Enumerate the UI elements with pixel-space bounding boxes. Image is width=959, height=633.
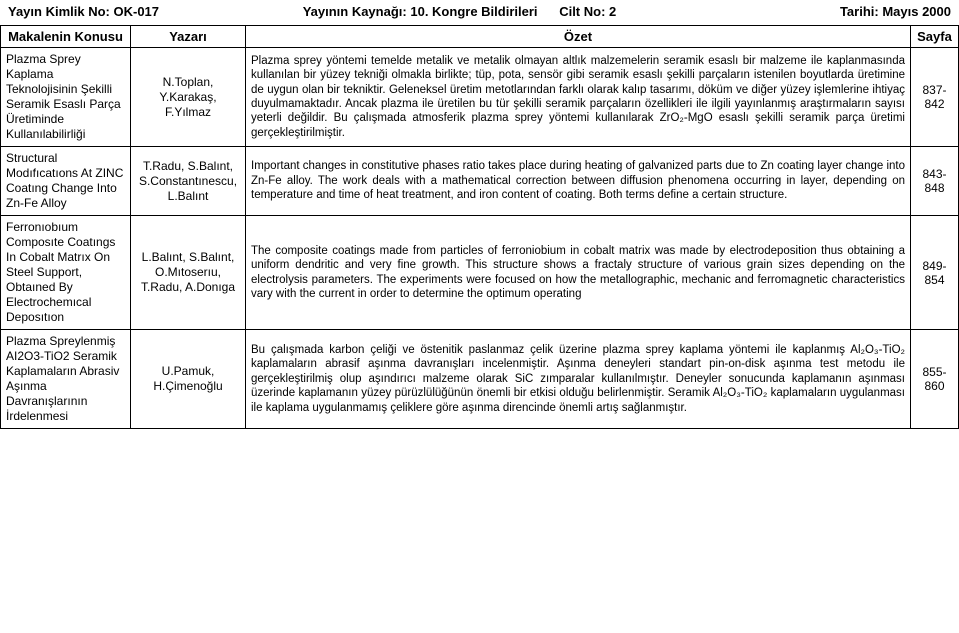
col-page: Sayfa (911, 26, 959, 48)
document-header: Yayın Kimlik No: OK-017 Yayının Kaynağı:… (0, 0, 959, 25)
pub-id-value: OK-017 (114, 4, 160, 19)
cell-authors: N.Toplan, Y.Karakaş, F.Yılmaz (131, 48, 246, 147)
date-label: Tarihi: (840, 4, 879, 19)
pub-date: Tarihi: Mayıs 2000 (656, 4, 951, 19)
table-header-row: Makalenin Konusu Yazarı Özet Sayfa (1, 26, 959, 48)
cell-abstract: The composite coatings made from particl… (246, 216, 911, 330)
cell-topic: Structural Modıfıcatıons At ZINC Coatıng… (1, 147, 131, 216)
table-row: Plazma Spreylenmiş AI2O3-TiO2 Seramik Ka… (1, 330, 959, 429)
table-row: Ferronıobıum Composıte Coatıngs In Cobal… (1, 216, 959, 330)
cell-authors: T.Radu, S.Balınt, S.Constantınescu, L.Ba… (131, 147, 246, 216)
cell-pages: 837-842 (911, 48, 959, 147)
cell-pages: 843-848 (911, 147, 959, 216)
cell-authors: U.Pamuk, H.Çimenoğlu (131, 330, 246, 429)
cell-topic: Plazma Sprey Kaplama Teknolojisinin Şeki… (1, 48, 131, 147)
cell-topic: Plazma Spreylenmiş AI2O3-TiO2 Seramik Ka… (1, 330, 131, 429)
col-topic: Makalenin Konusu (1, 26, 131, 48)
table-row: Structural Modıfıcatıons At ZINC Coatıng… (1, 147, 959, 216)
articles-table: Makalenin Konusu Yazarı Özet Sayfa Plazm… (0, 25, 959, 429)
pub-id: Yayın Kimlik No: OK-017 (8, 4, 303, 19)
col-abstract: Özet (246, 26, 911, 48)
cell-abstract: Plazma sprey yöntemi temelde metalik ve … (246, 48, 911, 147)
pub-source: Yayının Kaynağı: 10. Kongre Bildirileri … (303, 4, 657, 19)
cell-pages: 855-860 (911, 330, 959, 429)
source-value: 10. Kongre Bildirileri (410, 4, 537, 19)
date-value: Mayıs 2000 (882, 4, 951, 19)
cell-abstract: Bu çalışmada karbon çeliği ve östenitik … (246, 330, 911, 429)
table-row: Plazma Sprey Kaplama Teknolojisinin Şeki… (1, 48, 959, 147)
cell-pages: 849-854 (911, 216, 959, 330)
volume-value: 2 (609, 4, 616, 19)
cell-topic: Ferronıobıum Composıte Coatıngs In Cobal… (1, 216, 131, 330)
pub-id-label: Yayın Kimlik No: (8, 4, 110, 19)
volume-label: Cilt No: (559, 4, 605, 19)
cell-authors: L.Balınt, S.Balınt, O.Mıtoserıu, T.Radu,… (131, 216, 246, 330)
source-label: Yayının Kaynağı: (303, 4, 407, 19)
cell-abstract: Important changes in constitutive phases… (246, 147, 911, 216)
col-author: Yazarı (131, 26, 246, 48)
